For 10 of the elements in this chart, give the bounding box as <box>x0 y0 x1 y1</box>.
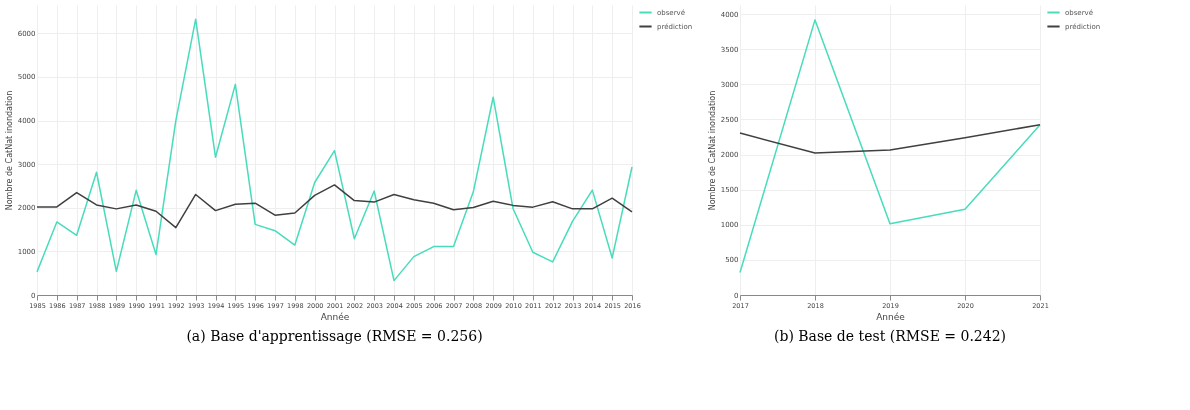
x-axis-title: Année <box>876 312 906 322</box>
x-axis-title: Année <box>320 312 350 322</box>
line-series <box>739 19 1041 274</box>
line-series <box>36 18 633 282</box>
line-series <box>739 123 1041 154</box>
y-axis-title: Nombre de CatNat inondation <box>707 90 717 211</box>
text: (a) Base d'apprentissage (RMSE = 0.256) <box>186 327 483 344</box>
line-series <box>36 184 633 229</box>
y-axis-title: Nombre de CatNat inondation <box>4 90 14 211</box>
text: (b) Base de test (RMSE = 0.242) <box>773 327 1007 344</box>
